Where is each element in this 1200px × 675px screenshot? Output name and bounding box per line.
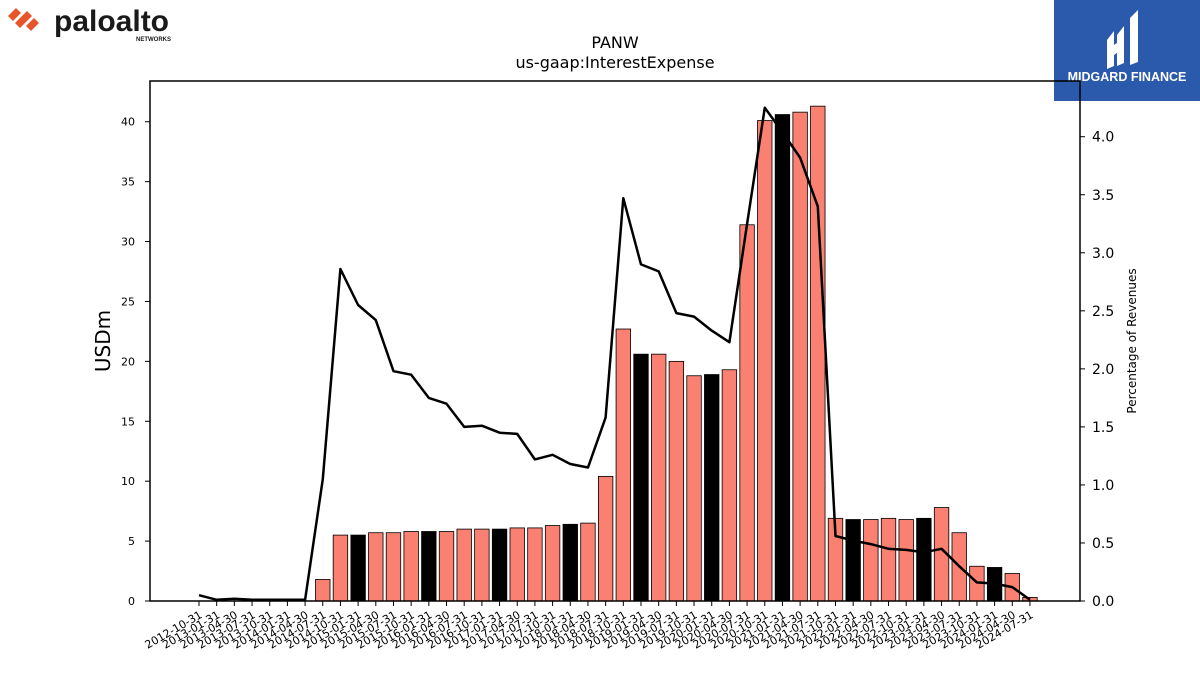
bar-2018-07-31: [597, 475, 614, 602]
y2-tick-label: 1.5: [1092, 420, 1114, 436]
bar-2016-07-31: [456, 528, 472, 602]
y-tick-label: 40: [121, 116, 135, 129]
plot-frame: [149, 80, 1081, 602]
y2-axis-ticks: 0.0 0.5 1.0 1.5 2.0 2.5 3.0 3.5 4.0: [1080, 130, 1114, 610]
y-tick-label: 35: [121, 176, 135, 189]
line-series: [198, 106, 1031, 602]
y-axis-ticks: 0 5 10 15 20 25 30 35 40: [121, 116, 150, 608]
bar-2015-10-31: [403, 531, 419, 602]
y2-tick-label: 3.0: [1092, 246, 1114, 262]
bar-2017-07-31: [527, 527, 543, 602]
y-tick-label: 20: [121, 355, 135, 368]
bar-2017-10-31: [544, 525, 561, 602]
bar-2022-10-31: [898, 519, 914, 602]
paloalto-logo-icon: paloalto NETWORKS: [8, 5, 171, 43]
y-tick-label: 10: [121, 475, 135, 488]
paloalto-chevron-icon: [8, 8, 39, 31]
bar-2018-01-31: [562, 523, 578, 602]
y-axis-label: USDm: [91, 310, 115, 372]
bar-2019-07-31: [668, 360, 685, 602]
percentage-line: [198, 106, 1031, 602]
chart-title: PANW: [591, 33, 639, 52]
bar-2020-07-31: [739, 224, 755, 602]
bar-2016-04-30: [438, 531, 455, 602]
bar-2019-10-31: [686, 375, 702, 602]
bar-2023-01-31: [916, 517, 932, 602]
bar-2021-04-30: [792, 111, 808, 602]
bar-2018-04-30: [580, 522, 596, 602]
bar-2016-10-31: [474, 528, 490, 602]
bar-2016-01-31: [421, 531, 437, 602]
bar-2014-10-31: [332, 534, 349, 602]
bar-2017-04-30: [509, 527, 525, 602]
y-tick-label: 25: [121, 295, 135, 308]
y2-tick-label: 0.0: [1092, 594, 1114, 610]
bar-2021-07-31: [810, 105, 826, 602]
y-tick-label: 0: [128, 595, 135, 608]
bar-2015-07-31: [385, 532, 402, 602]
x-axis-ticks: 2012-10-312013-01-312013-04-302013-07-31…: [143, 601, 1035, 652]
midgard-emblem-icon: [1107, 10, 1138, 69]
bar-2017-01-31: [491, 528, 508, 602]
bar-2020-01-31: [704, 374, 720, 602]
bar-2020-04-30: [721, 369, 738, 602]
y-tick-label: 5: [128, 535, 135, 548]
bar-2020-10-31: [757, 120, 773, 602]
y-tick-label: 30: [121, 236, 135, 249]
y-tick-label: 15: [121, 415, 135, 428]
y2-tick-label: 0.5: [1092, 536, 1114, 552]
y2-tick-label: 2.5: [1092, 304, 1114, 320]
bar-2019-04-30: [651, 353, 667, 602]
midgard-logo-icon: MIDGARD FINANCE: [1068, 10, 1187, 84]
bar-2015-04-30: [368, 532, 384, 602]
paloalto-logo: paloalto NETWORKS: [6, 4, 206, 44]
y2-tick-label: 4.0: [1092, 130, 1114, 146]
paloalto-networks-text: NETWORKS: [136, 37, 171, 43]
bar-2019-01-31: [633, 353, 649, 602]
paloalto-wordmark: paloalto: [54, 5, 169, 38]
bar-2018-10-31: [615, 328, 631, 602]
midgard-finance-logo: MIDGARD FINANCE: [1054, 0, 1200, 101]
y2-axis-label: Percentage of Revenues: [1125, 268, 1139, 413]
y2-tick-label: 3.5: [1092, 188, 1114, 204]
y2-tick-label: 1.0: [1092, 478, 1114, 494]
bar-2015-01-31: [350, 534, 366, 602]
bar-2022-01-31: [845, 519, 861, 602]
y2-tick-label: 2.0: [1092, 362, 1114, 378]
bar-2022-04-30: [863, 519, 879, 602]
chart-subtitle: us-gaap:InterestExpense: [515, 53, 714, 72]
bar-2022-07-31: [880, 517, 897, 602]
bar-2014-07-31: [315, 579, 331, 602]
bar-2021-01-31: [774, 114, 791, 602]
bar-series: [315, 105, 1038, 602]
midgard-wordmark: MIDGARD FINANCE: [1068, 70, 1187, 84]
